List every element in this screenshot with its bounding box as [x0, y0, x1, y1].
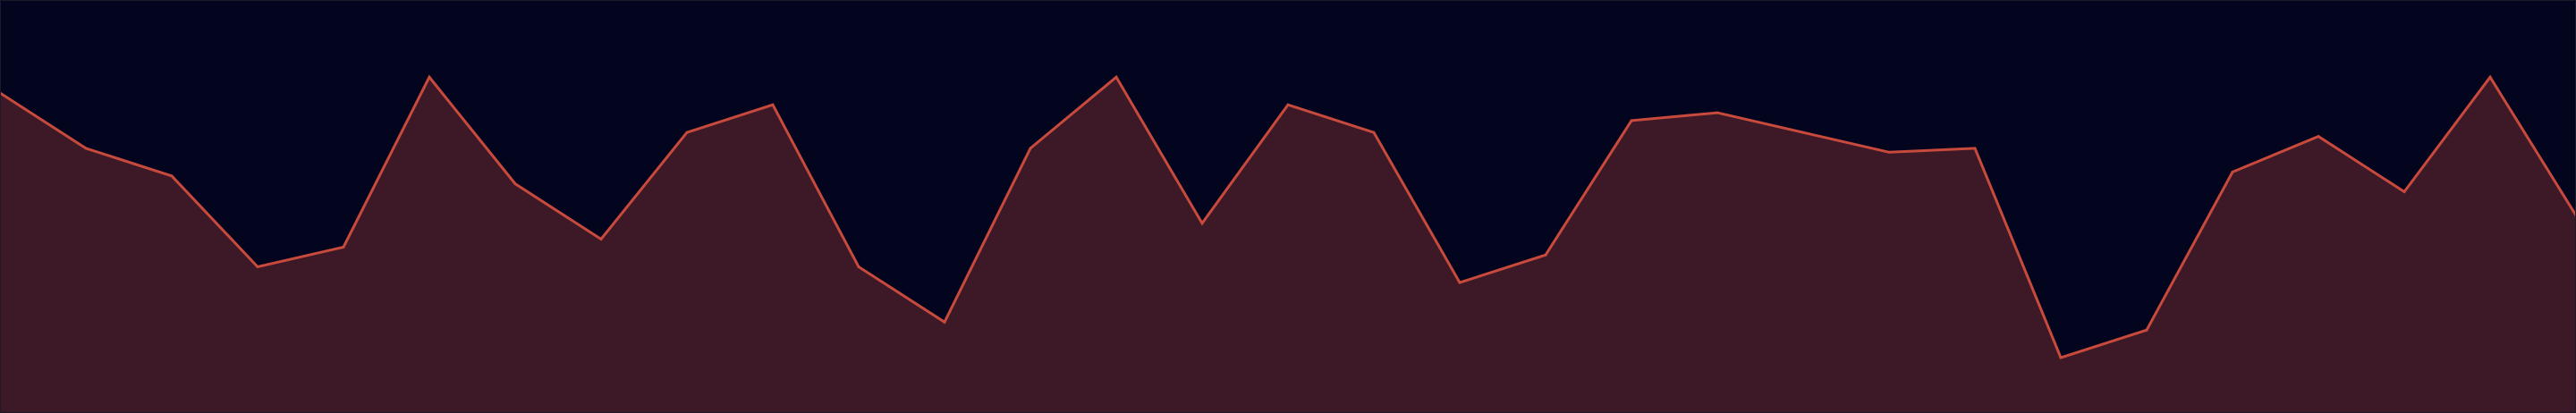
data-point-6 — [513, 182, 517, 186]
data-point-29 — [2488, 75, 2492, 79]
data-point-8 — [685, 131, 689, 134]
data-point-19 — [1630, 119, 1633, 122]
data-point-25 — [2145, 328, 2148, 332]
data-point-21 — [1801, 131, 1805, 134]
data-point-17 — [1458, 281, 1462, 284]
data-point-18 — [1544, 253, 1547, 257]
data-point-4 — [342, 245, 345, 249]
data-point-5 — [428, 75, 431, 79]
data-point-7 — [599, 238, 603, 240]
data-point-28 — [2402, 190, 2406, 193]
data-point-24 — [2059, 356, 2063, 359]
data-point-27 — [2317, 135, 2320, 139]
data-point-26 — [2231, 170, 2234, 173]
data-point-10 — [857, 266, 860, 268]
data-point-3 — [256, 266, 259, 268]
data-point-12 — [1029, 147, 1032, 150]
data-point-2 — [170, 174, 174, 178]
data-point-22 — [1887, 150, 1891, 154]
data-point-1 — [84, 147, 88, 150]
data-point-20 — [1716, 111, 1719, 114]
data-point-13 — [1114, 75, 1118, 79]
series-area-fill — [0, 77, 2576, 413]
data-point-16 — [1372, 131, 1376, 134]
data-point-14 — [1200, 222, 1204, 225]
data-point-15 — [1286, 103, 1290, 106]
data-point-11 — [943, 320, 946, 324]
data-point-23 — [1973, 147, 1977, 150]
data-point-9 — [771, 103, 775, 106]
data-points — [0, 75, 2576, 359]
